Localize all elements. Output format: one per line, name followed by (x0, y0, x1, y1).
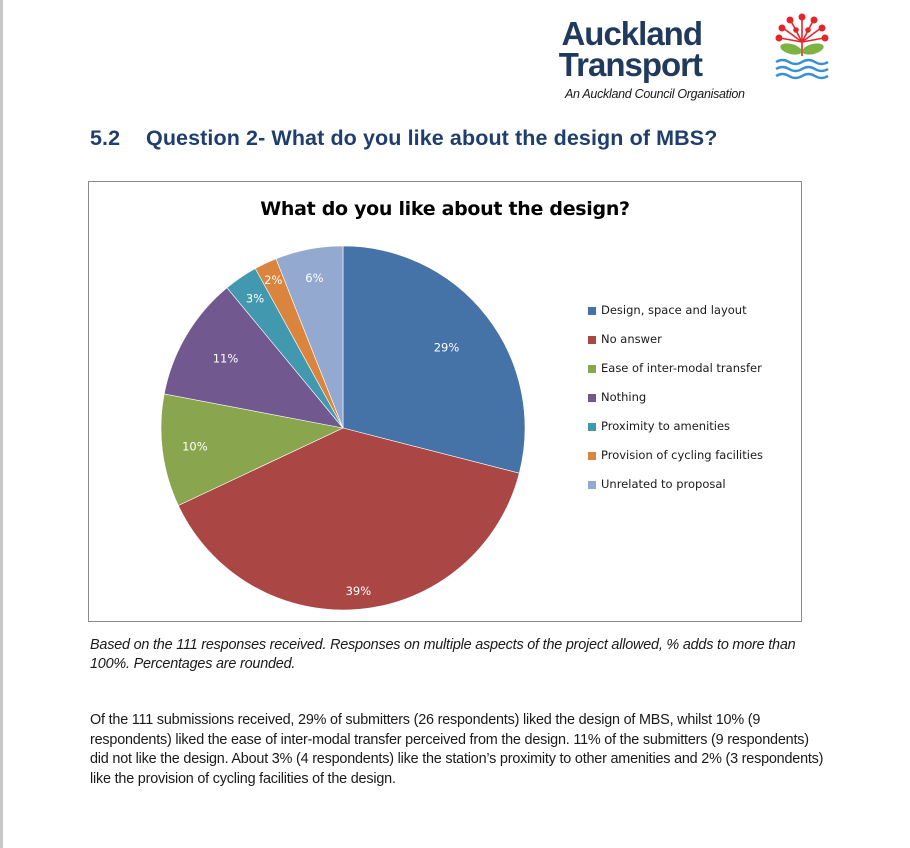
section-heading: 5.2 Question 2- What do you like about th… (90, 126, 717, 151)
legend-item: Unrelated to proposal (588, 477, 763, 506)
legend-swatch-icon (588, 307, 596, 315)
body-paragraph: Of the 111 submissions received, 29% of … (90, 712, 824, 787)
slice-data-label: 2% (264, 273, 282, 287)
legend-item: No answer (588, 332, 763, 361)
pohutukawa-flower-waves-icon (775, 13, 829, 80)
logo-subtitle: An Auckland Council Organisation (565, 87, 745, 101)
legend-swatch-icon (588, 423, 596, 431)
chart-caption: Based on the 111 responses received. Res… (90, 637, 796, 672)
pie-plot-area: 29% 39% 10% 11% 3%2% 6% (160, 245, 526, 611)
legend-label: Unrelated to proposal (601, 477, 726, 491)
chart-legend: Design, space and layout No answer Ease of… (588, 303, 763, 506)
legend-label: No answer (601, 332, 662, 346)
legend-swatch-icon (588, 336, 596, 344)
logo-line-2: Transport (558, 46, 703, 83)
slice-data-label: 10% (182, 440, 208, 454)
page-left-edge (0, 0, 3, 848)
pie-slice-design-space-and-layout (342, 245, 526, 474)
slice-data-label: 3% (246, 292, 264, 306)
legend-item: Nothing (588, 390, 763, 419)
pie-chart: What do you like about the design? 29% 39… (88, 181, 802, 622)
legend-item: Provision of cycling facilities (588, 448, 763, 477)
logo-wordmark: Auckland Transport (558, 15, 703, 83)
legend-swatch-icon (588, 452, 596, 460)
legend-swatch-icon (588, 481, 596, 489)
slice-data-label: 6% (305, 271, 323, 285)
pie-slice-nothing (163, 287, 344, 429)
pie-slice-ease-of-inter-modal-transfer (160, 393, 344, 506)
legend-label: Nothing (601, 390, 647, 404)
legend-item: Proximity to amenities (588, 419, 763, 448)
slice-data-label: 39% (346, 584, 372, 598)
chart-title: What do you like about the design? (260, 198, 630, 220)
logo-line-1: Auckland (561, 15, 703, 52)
legend-label: Provision of cycling facilities (601, 448, 764, 462)
legend-label: Design, space and layout (601, 303, 747, 317)
legend-label: Ease of inter-modal transfer (601, 361, 762, 375)
section-title: Question 2- What do you like about the d… (146, 126, 718, 150)
legend-item: Ease of inter-modal transfer (588, 361, 763, 390)
pie-slice-unrelated-to-proposal (275, 245, 344, 429)
section-number: 5.2 (90, 126, 121, 150)
slice-data-label: 11% (213, 352, 239, 366)
auckland-transport-logo: Auckland Transport An Auckland Council O… (558, 10, 840, 105)
pie-slice-no-answer (177, 427, 520, 611)
legend-swatch-icon (588, 365, 596, 373)
slice-data-label: 29% (434, 341, 460, 355)
legend-item: Design, space and layout (588, 303, 763, 332)
legend-label: Proximity to amenities (601, 419, 731, 433)
legend-swatch-icon (588, 394, 596, 402)
